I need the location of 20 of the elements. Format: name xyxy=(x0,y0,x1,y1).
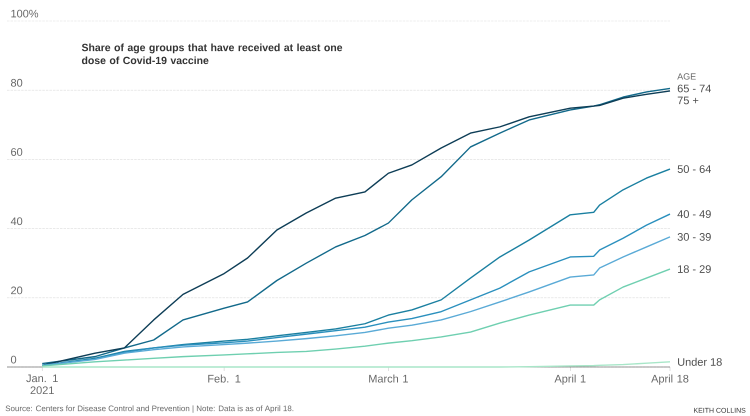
x-tick-label: March 1 xyxy=(369,374,408,383)
y-tick-label: 80 xyxy=(10,78,22,87)
y-tick-label: 20 xyxy=(11,286,22,294)
y-tick-label: 60 xyxy=(11,148,22,156)
text: Share of age groups that have received at least one dose of Covid-19 vaccine xyxy=(82,44,342,64)
y-tick-label: 0 xyxy=(10,356,16,364)
series-label: 30 - 39 xyxy=(678,233,711,241)
series-label: 50 - 64 xyxy=(678,165,711,173)
y-tick-label: 100% xyxy=(11,10,38,18)
x-tick-label: April 1 xyxy=(554,374,586,385)
series-label: Under 18 xyxy=(678,358,722,366)
series-label: 65 - 74 xyxy=(678,84,711,92)
series-label: 18 - 29 xyxy=(678,265,711,273)
series-label: 40 - 49 xyxy=(677,210,711,218)
y-tick-label: 40 xyxy=(10,217,22,226)
x-tick-label: Feb. 1 xyxy=(208,374,240,383)
x-tick-label: Jan. 1 2021 xyxy=(26,374,58,394)
legend-title: AGE xyxy=(677,73,696,80)
series-label: 75 + xyxy=(678,96,698,104)
x-tick-label: April 18 xyxy=(651,374,688,385)
